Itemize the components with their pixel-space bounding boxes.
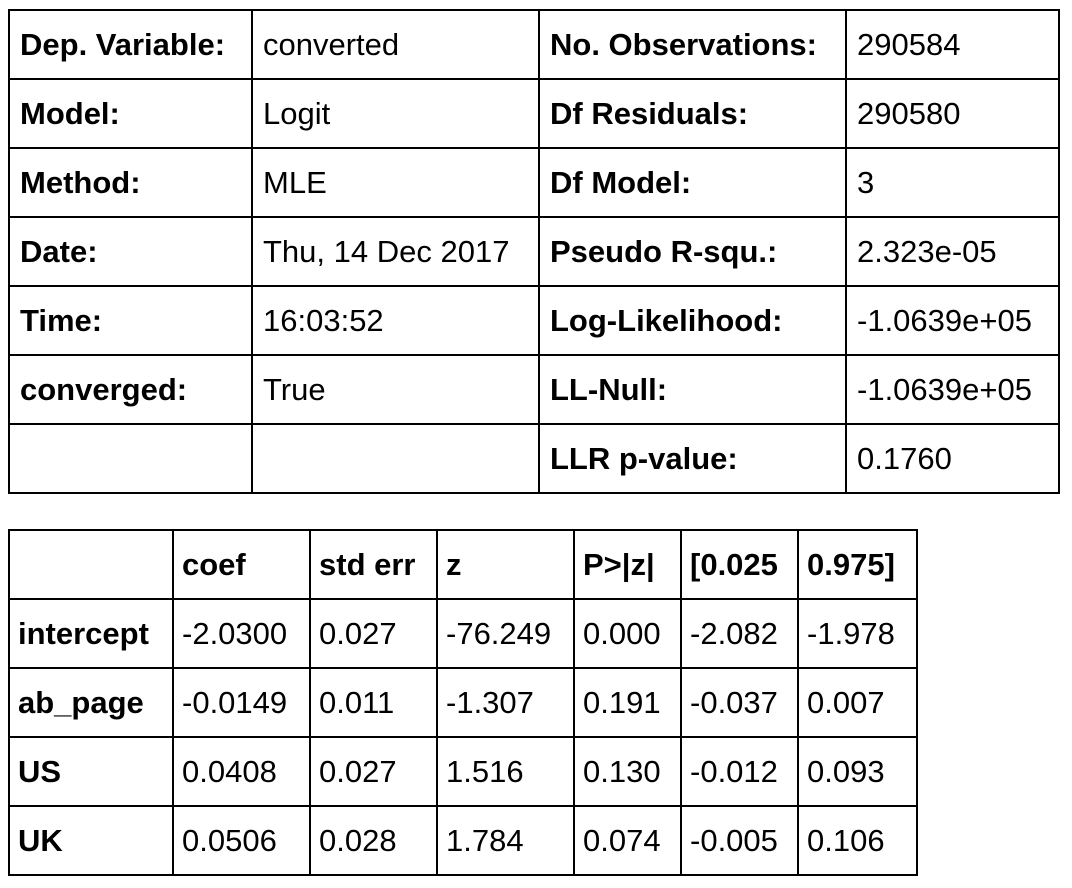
summary-label: Pseudo R-squ.:	[538, 216, 847, 287]
ci-upper-cell: 0.093	[797, 736, 918, 807]
summary-value: True	[251, 354, 540, 425]
summary-value: 2.323e-05	[845, 216, 1060, 287]
coef-cell: -2.0300	[172, 598, 311, 669]
z-cell: 1.516	[436, 736, 575, 807]
column-header: std err	[309, 529, 438, 600]
ci-upper-cell: -1.978	[797, 598, 918, 669]
coef-row: intercept -2.0300 0.027 -76.249 0.000 -2…	[8, 598, 918, 669]
p-value-cell: 0.074	[573, 805, 682, 876]
coef-row: ab_page -0.0149 0.011 -1.307 0.191 -0.03…	[8, 667, 918, 738]
column-header: P>|z|	[573, 529, 682, 600]
summary-value: -1.0639e+05	[845, 354, 1060, 425]
p-value-cell: 0.130	[573, 736, 682, 807]
row-label: US	[8, 736, 174, 807]
summary-value: MLE	[251, 147, 540, 218]
summary-row: Date: Thu, 14 Dec 2017 Pseudo R-squ.: 2.…	[8, 216, 1060, 287]
std-err-cell: 0.027	[309, 598, 438, 669]
summary-label: Df Residuals:	[538, 78, 847, 149]
summary-value: 16:03:52	[251, 285, 540, 356]
summary-value: Thu, 14 Dec 2017	[251, 216, 540, 287]
row-label: ab_page	[8, 667, 174, 738]
std-err-cell: 0.027	[309, 736, 438, 807]
coef-cell: -0.0149	[172, 667, 311, 738]
row-label: UK	[8, 805, 174, 876]
summary-label: LLR p-value:	[538, 423, 847, 494]
column-header	[8, 529, 174, 600]
coef-row: UK 0.0506 0.028 1.784 0.074 -0.005 0.106	[8, 805, 918, 876]
summary-label: Df Model:	[538, 147, 847, 218]
summary-label: converged:	[8, 354, 253, 425]
z-cell: 1.784	[436, 805, 575, 876]
summary-row: converged: True LL-Null: -1.0639e+05	[8, 354, 1060, 425]
z-cell: -1.307	[436, 667, 575, 738]
coef-header-row: coef std err z P>|z| [0.025 0.975]	[8, 529, 918, 600]
summary-label: Method:	[8, 147, 253, 218]
coef-cell: 0.0506	[172, 805, 311, 876]
summary-label: Log-Likelihood:	[538, 285, 847, 356]
summary-label: Dep. Variable:	[8, 9, 253, 80]
summary-row: Method: MLE Df Model: 3	[8, 147, 1060, 218]
column-header: [0.025	[680, 529, 799, 600]
ci-lower-cell: -2.082	[680, 598, 799, 669]
summary-value: Logit	[251, 78, 540, 149]
column-header: coef	[172, 529, 311, 600]
summary-value: 0.1760	[845, 423, 1060, 494]
model-summary-table: Dep. Variable: converted No. Observation…	[8, 9, 1060, 494]
std-err-cell: 0.028	[309, 805, 438, 876]
z-cell: -76.249	[436, 598, 575, 669]
summary-value: 290584	[845, 9, 1060, 80]
std-err-cell: 0.011	[309, 667, 438, 738]
ci-lower-cell: -0.012	[680, 736, 799, 807]
p-value-cell: 0.191	[573, 667, 682, 738]
ci-upper-cell: 0.007	[797, 667, 918, 738]
summary-label: Model:	[8, 78, 253, 149]
ci-lower-cell: -0.005	[680, 805, 799, 876]
summary-label: No. Observations:	[538, 9, 847, 80]
coefficient-table: coef std err z P>|z| [0.025 0.975] inter…	[8, 529, 918, 876]
summary-value: 290580	[845, 78, 1060, 149]
ci-upper-cell: 0.106	[797, 805, 918, 876]
summary-row: LLR p-value: 0.1760	[8, 423, 1060, 494]
p-value-cell: 0.000	[573, 598, 682, 669]
summary-row: Model: Logit Df Residuals: 290580	[8, 78, 1060, 149]
summary-value: converted	[251, 9, 540, 80]
coef-row: US 0.0408 0.027 1.516 0.130 -0.012 0.093	[8, 736, 918, 807]
column-header: 0.975]	[797, 529, 918, 600]
ci-lower-cell: -0.037	[680, 667, 799, 738]
column-header: z	[436, 529, 575, 600]
row-label: intercept	[8, 598, 174, 669]
coef-cell: 0.0408	[172, 736, 311, 807]
summary-label: LL-Null:	[538, 354, 847, 425]
summary-value	[251, 423, 540, 494]
summary-value: 3	[845, 147, 1060, 218]
summary-label: Time:	[8, 285, 253, 356]
summary-label: Date:	[8, 216, 253, 287]
summary-row: Time: 16:03:52 Log-Likelihood: -1.0639e+…	[8, 285, 1060, 356]
summary-value: -1.0639e+05	[845, 285, 1060, 356]
summary-label	[8, 423, 253, 494]
summary-row: Dep. Variable: converted No. Observation…	[8, 9, 1060, 80]
